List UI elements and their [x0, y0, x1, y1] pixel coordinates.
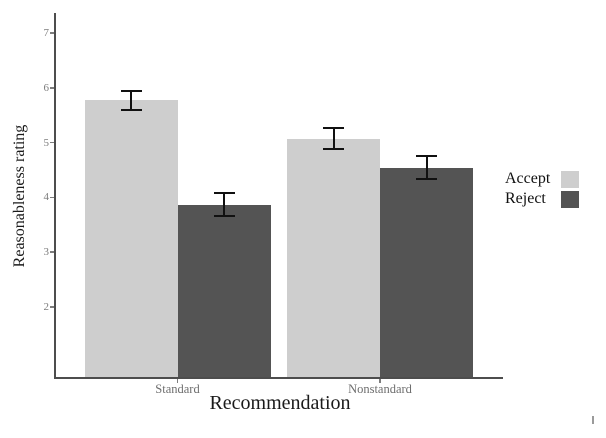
legend-swatch-reject-icon — [561, 190, 579, 208]
errorbar-reject-nonstandard-line — [425, 156, 428, 180]
legend-swatch-accept-icon — [561, 170, 579, 188]
y-tick-label-3: 3 — [43, 246, 50, 259]
y-tick-mark-6 — [50, 87, 54, 89]
y-tick-mark-5 — [50, 141, 54, 144]
y-tick-mark-3 — [50, 251, 54, 253]
legend-item-accept: Accept — [505, 169, 579, 189]
bar-reject-nonstandard — [380, 167, 473, 378]
y-tick-mark-4 — [50, 196, 54, 199]
y-axis-title: Reasonableness rating — [11, 124, 28, 268]
x-tick-label-standard: Standard — [155, 382, 200, 396]
y-tick-mark-2 — [50, 306, 54, 308]
y-tick-label-7: 7 — [43, 27, 50, 39]
errorbar-accept-nonstandard-line — [332, 128, 335, 150]
errorbar-reject-nonstandard-cap-bottom — [416, 178, 437, 181]
bar-accept-standard — [84, 100, 178, 378]
legend-label-reject: Reject — [505, 190, 546, 207]
y-tick-mark-7 — [50, 32, 54, 34]
errorbar-accept-standard-cap-bottom — [120, 108, 142, 111]
errorbar-reject-standard-cap-bottom — [213, 215, 235, 218]
errorbar-accept-standard-cap-top — [120, 90, 142, 93]
bar-reject-standard — [177, 204, 271, 378]
legend: Accept Reject — [505, 169, 579, 209]
errorbar-accept-nonstandard-cap-top — [323, 127, 344, 130]
y-tick-label-2: 2 — [43, 301, 50, 313]
errorbar-accept-standard-line — [130, 91, 132, 110]
x-tick-label-nonstandard: Nonstandard — [348, 382, 412, 396]
y-tick-label-5: 5 — [43, 136, 50, 149]
bar-accept-nonstandard — [287, 138, 380, 378]
errorbar-reject-nonstandard-cap-top — [416, 155, 437, 158]
legend-item-reject: Reject — [505, 189, 579, 209]
y-tick-label-6: 6 — [43, 81, 50, 94]
x-axis-title: Recommendation — [209, 392, 351, 414]
legend-label-accept: Accept — [505, 170, 551, 187]
errorbar-accept-nonstandard-cap-bottom — [323, 148, 344, 151]
errorbar-reject-standard-line — [223, 193, 225, 217]
y-axis-line — [54, 13, 56, 378]
stray-mark — [592, 416, 594, 424]
errorbar-reject-standard-cap-top — [213, 192, 235, 195]
x-axis-line — [54, 377, 503, 379]
x-tick-mark-nonstandard — [379, 379, 381, 383]
y-tick-label-4: 4 — [43, 191, 50, 204]
x-tick-mark-standard — [176, 379, 179, 383]
